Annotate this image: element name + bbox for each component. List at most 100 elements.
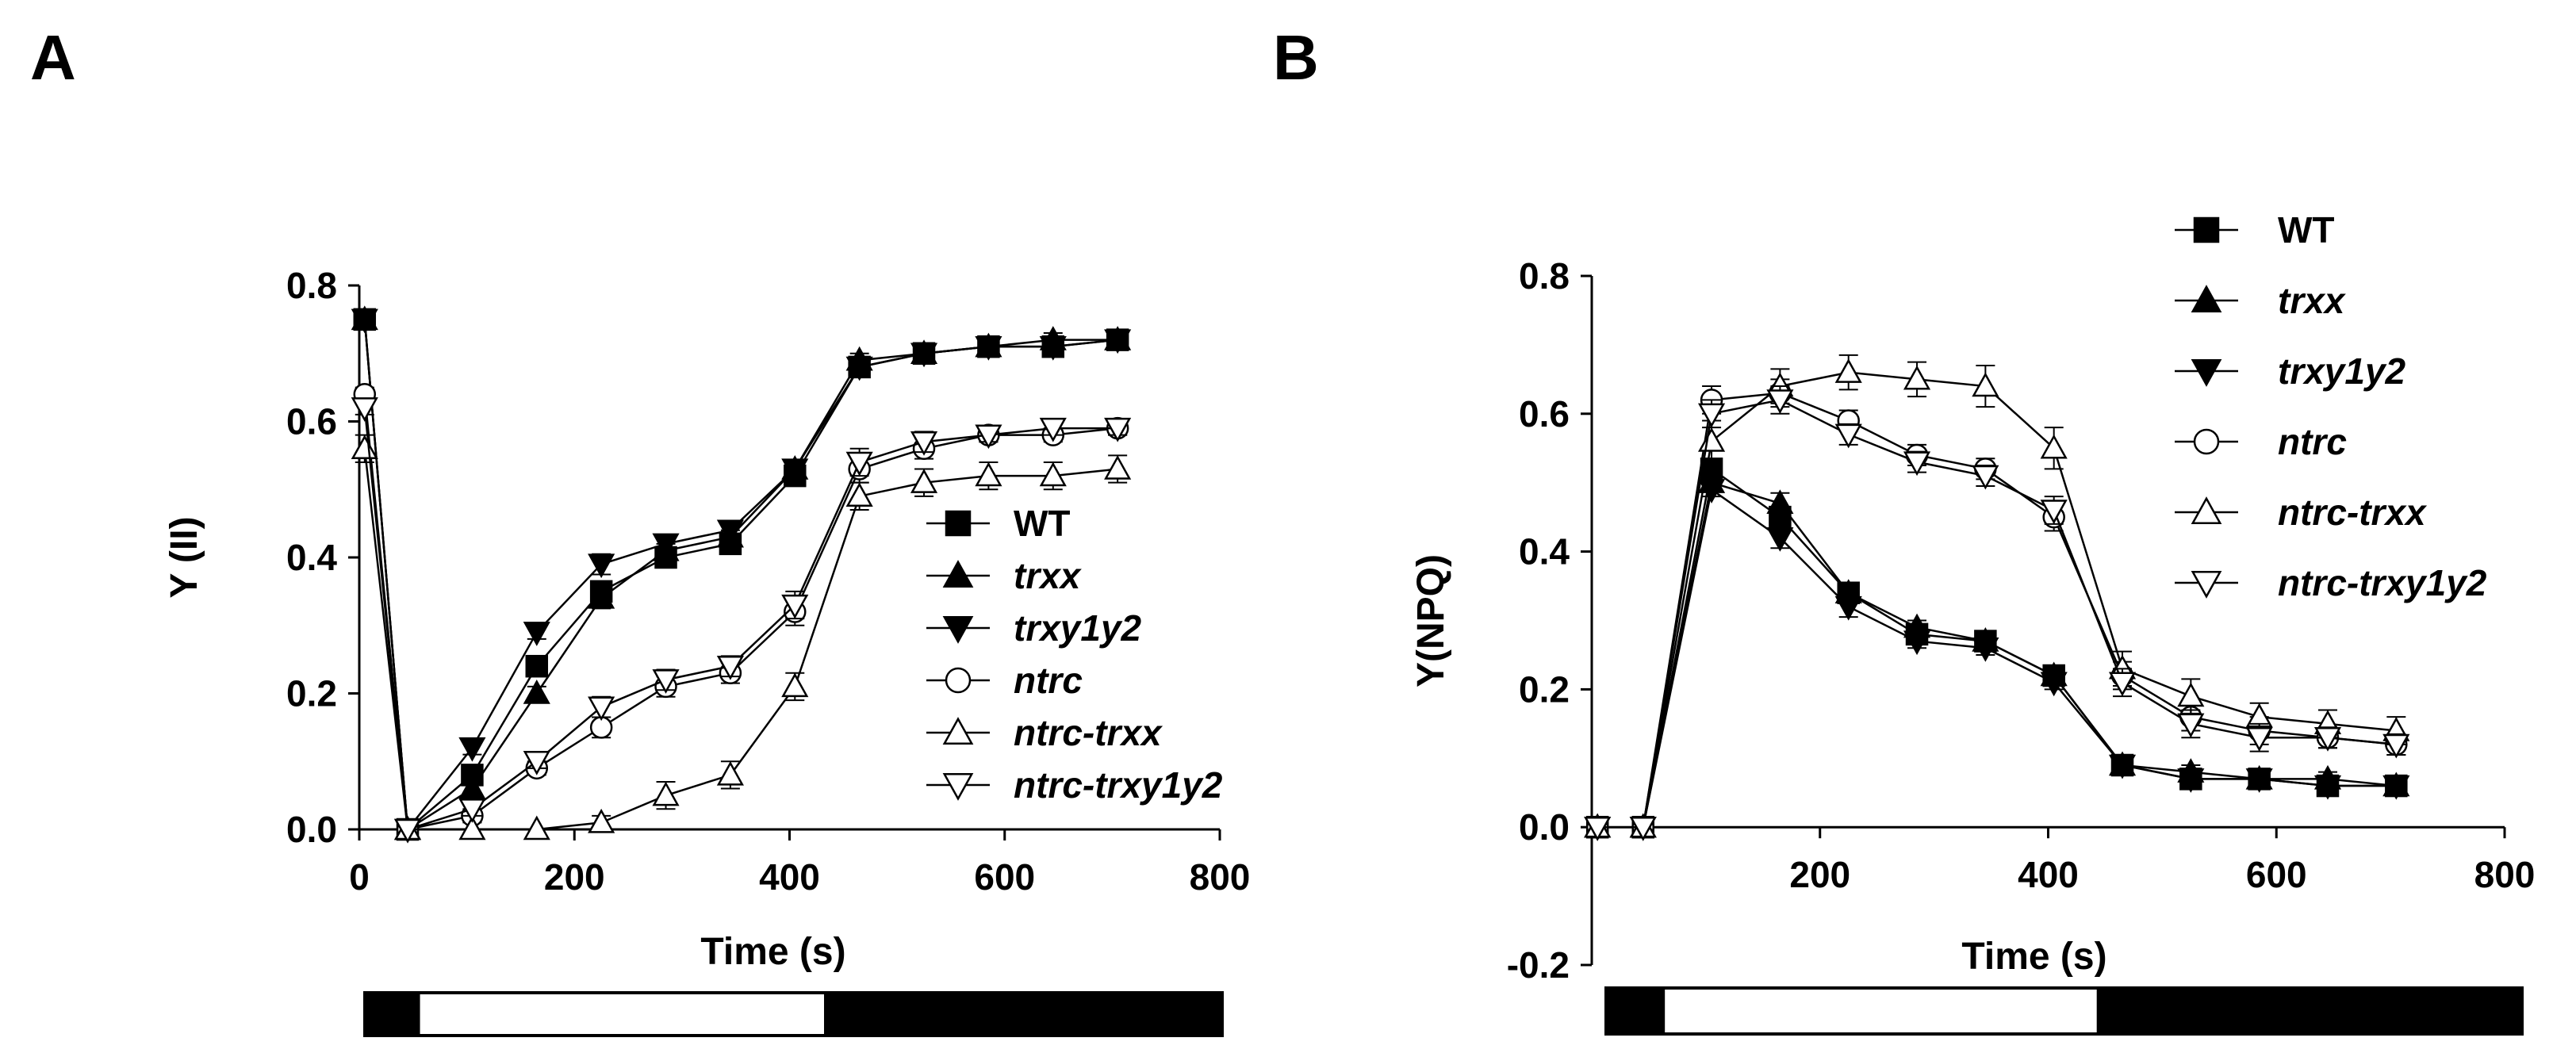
legend-marker xyxy=(945,510,972,537)
data-point xyxy=(588,553,615,579)
data-point xyxy=(2040,672,2068,697)
data-point xyxy=(458,737,486,762)
dark-period xyxy=(363,991,420,1037)
y-tick-label: -0.2 xyxy=(1507,944,1570,986)
data-point xyxy=(1629,816,1657,841)
legend-label: ntrc-trxy1y2 xyxy=(2278,562,2487,603)
panel-b: B -0.2 0.0 0.2 0.4 0.6 0.8 200 400 600 800 Time (s)… xyxy=(1273,22,2535,1036)
x-tick-label: 200 xyxy=(1789,854,1850,895)
data-point xyxy=(1697,427,1726,452)
data-point xyxy=(1584,816,1612,841)
y-tick-label: 0.8 xyxy=(286,265,337,306)
data-point xyxy=(2313,727,2342,752)
data-point xyxy=(716,760,744,786)
y-tick-label: 0.2 xyxy=(286,673,337,714)
legend: WT trxx trxy1y2 ntrc ntrc-trxx ntrc-trxy1y2 xyxy=(926,503,1223,806)
legend-marker xyxy=(942,560,974,588)
data-point xyxy=(351,308,378,334)
legend-label: ntrc-trxx xyxy=(1014,712,1163,753)
legend-marker xyxy=(2193,216,2220,243)
dark-period xyxy=(1604,986,1666,1036)
legend-label: ntrc-trxx xyxy=(2278,492,2428,533)
data-point xyxy=(588,696,615,722)
data-point xyxy=(2177,713,2205,738)
data-point xyxy=(2108,672,2137,697)
legend-label: trxx xyxy=(1014,555,1083,596)
data-point xyxy=(652,669,680,694)
data-point xyxy=(1903,630,1931,656)
data-point xyxy=(2108,754,2137,779)
data-point xyxy=(523,751,550,775)
legend-label: trxx xyxy=(2278,280,2347,321)
data-point xyxy=(525,654,549,678)
data-point xyxy=(2245,727,2273,752)
data-point xyxy=(458,798,486,823)
data-point xyxy=(975,335,1002,361)
data-point xyxy=(523,622,550,646)
data-point xyxy=(351,435,378,460)
series-line xyxy=(363,319,1118,833)
panel-a: A 0.0 0.2 0.4 0.6 0.8 0 200 400 600 800 Time (s) Y (… xyxy=(30,22,1250,1037)
light-regime-bar xyxy=(1604,986,2524,1036)
data-point xyxy=(781,672,809,698)
legend: WT trxx trxy1y2 ntrc ntrc-trxx ntrc-trxy1y2 xyxy=(2175,209,2487,603)
data-point xyxy=(845,356,873,381)
series-trxy1y2 xyxy=(351,308,1132,844)
legend-label: ntrc xyxy=(1014,660,1083,701)
panel-label: B xyxy=(1273,22,1319,93)
x-tick-label: 200 xyxy=(544,856,605,898)
data-point xyxy=(1104,455,1132,480)
legend-marker xyxy=(2191,570,2222,599)
data-point xyxy=(1104,417,1132,442)
x-tick-label: 400 xyxy=(2018,854,2079,895)
data-point xyxy=(716,519,744,545)
data-point xyxy=(845,482,873,507)
y-tick-label: 0.6 xyxy=(1519,393,1570,435)
x-tick-label: 0 xyxy=(349,856,370,898)
data-point xyxy=(910,343,938,368)
data-point xyxy=(588,808,615,833)
data-point xyxy=(2313,775,2342,800)
y-tick-label: 0.4 xyxy=(1519,531,1570,572)
legend-marker xyxy=(945,667,972,694)
data-point xyxy=(2382,733,2410,759)
legend-label: ntrc-trxy1y2 xyxy=(1014,764,1223,806)
data-point xyxy=(1766,489,1794,514)
data-point xyxy=(1039,335,1067,361)
x-axis-title: Time (s) xyxy=(1961,936,2106,978)
data-point xyxy=(458,775,486,799)
data-point xyxy=(910,469,938,493)
data-point xyxy=(1104,329,1132,354)
x-tick-label: 600 xyxy=(2246,854,2307,895)
data-point xyxy=(1697,479,1726,504)
legend-label: WT xyxy=(1014,503,1071,544)
data-point xyxy=(2382,775,2410,800)
y-tick-label: 0.8 xyxy=(1519,255,1570,297)
data-point xyxy=(1972,465,1999,490)
legend-marker xyxy=(2191,285,2222,313)
data-point xyxy=(1039,417,1067,442)
series-trxy1y2 xyxy=(1584,479,2410,841)
panel-label: A xyxy=(30,22,76,93)
data-point xyxy=(1834,595,1862,621)
data-point xyxy=(2040,500,2068,524)
data-point xyxy=(781,594,809,619)
y-tick-label: 0.0 xyxy=(1519,806,1570,848)
light-regime-bar xyxy=(363,991,1224,1037)
data-point xyxy=(351,397,378,422)
data-point xyxy=(1834,358,1862,383)
legend-label: trxy1y2 xyxy=(2278,350,2406,392)
data-point xyxy=(523,679,550,704)
series-ntrc-trxy1y2 xyxy=(351,397,1132,844)
series-line xyxy=(1597,481,2397,829)
data-point xyxy=(393,818,422,844)
data-point xyxy=(2040,434,2068,459)
data-point xyxy=(2177,768,2205,793)
data-point xyxy=(652,533,680,558)
data-point xyxy=(2245,768,2273,793)
data-point xyxy=(1972,638,1999,662)
data-point xyxy=(845,451,873,477)
data-point xyxy=(975,424,1002,450)
y-axis-title: Y(NPQ) xyxy=(1410,554,1452,687)
legend-marker xyxy=(942,717,974,745)
